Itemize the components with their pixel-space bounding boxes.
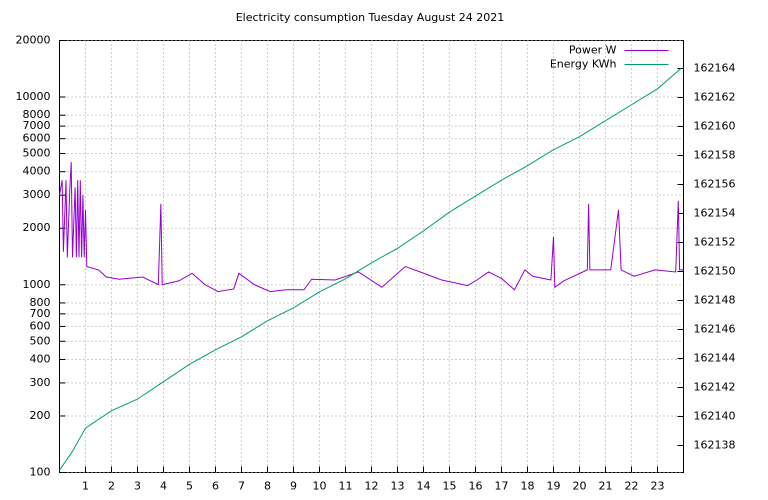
x-tick-label: 8 (264, 480, 271, 493)
y2-tick-label: 162154 (694, 207, 736, 220)
y-tick-label: 700 (30, 307, 51, 320)
y2-tick-label: 162148 (694, 294, 736, 307)
y-tick-label: 800 (30, 296, 51, 309)
y-tick-label: 2000 (23, 221, 51, 234)
x-tick-label: 11 (339, 480, 353, 493)
series-line (59, 162, 684, 293)
y-tick-label: 400 (30, 352, 51, 365)
y-tick-label: 200 (30, 409, 51, 422)
x-tick-label: 20 (573, 480, 587, 493)
x-tick-label: 18 (521, 480, 535, 493)
y2-tick-label: 162150 (694, 265, 736, 278)
x-tick-label: 1 (82, 480, 89, 493)
x-tick-label: 12 (365, 480, 379, 493)
y2-tick-label: 162152 (694, 236, 736, 249)
y-tick-label: 300 (30, 376, 51, 389)
y-tick-label: 600 (30, 319, 51, 332)
series-line (59, 68, 682, 471)
y-tick-label: 5000 (23, 147, 51, 160)
y-tick-label: 3000 (23, 188, 51, 201)
x-tick-label: 14 (417, 480, 431, 493)
x-tick-label: 10 (313, 480, 327, 493)
y2-tick-label: 162158 (694, 148, 736, 161)
x-tick-label: 16 (469, 480, 483, 493)
y2-tick-label: 162138 (694, 439, 736, 452)
y2-tick-label: 162146 (694, 323, 736, 336)
y-tick-label: 7000 (23, 119, 51, 132)
y-tick-label: 100 (30, 466, 51, 479)
x-tick-label: 23 (651, 480, 665, 493)
legend-label: Energy KWh (550, 58, 617, 71)
chart-title: Electricity consumption Tuesday August 2… (236, 11, 505, 24)
y2-tick-label: 162142 (694, 381, 736, 394)
x-tick-label: 19 (547, 480, 561, 493)
x-tick-label: 4 (160, 480, 167, 493)
x-tick-label: 9 (290, 480, 297, 493)
y-tick-label: 10000 (16, 90, 51, 103)
y2-tick-label: 162140 (694, 410, 736, 423)
y2-tick-label: 162160 (694, 119, 736, 132)
x-tick-label: 3 (134, 480, 141, 493)
x-tick-label: 2 (108, 480, 115, 493)
y2-tick-label: 162144 (694, 352, 736, 365)
x-tick-label: 21 (599, 480, 613, 493)
legend-label: Power W (569, 44, 617, 57)
y-tick-label: 500 (30, 334, 51, 347)
x-tick-label: 7 (238, 480, 245, 493)
y-tick-label: 1000 (23, 278, 51, 291)
x-tick-label: 15 (443, 480, 457, 493)
y-tick-label: 6000 (23, 132, 51, 145)
y-tick-label: 8000 (23, 108, 51, 121)
x-tick-label: 17 (495, 480, 509, 493)
y-tick-label: 20000 (16, 34, 51, 47)
y2-tick-label: 162156 (694, 178, 736, 191)
y2-tick-label: 162164 (694, 61, 736, 74)
y-tick-label: 4000 (23, 165, 51, 178)
y2-tick-label: 162162 (694, 90, 736, 103)
x-tick-label: 6 (212, 480, 219, 493)
x-tick-label: 13 (391, 480, 405, 493)
x-tick-label: 5 (186, 480, 193, 493)
x-tick-label: 22 (625, 480, 639, 493)
